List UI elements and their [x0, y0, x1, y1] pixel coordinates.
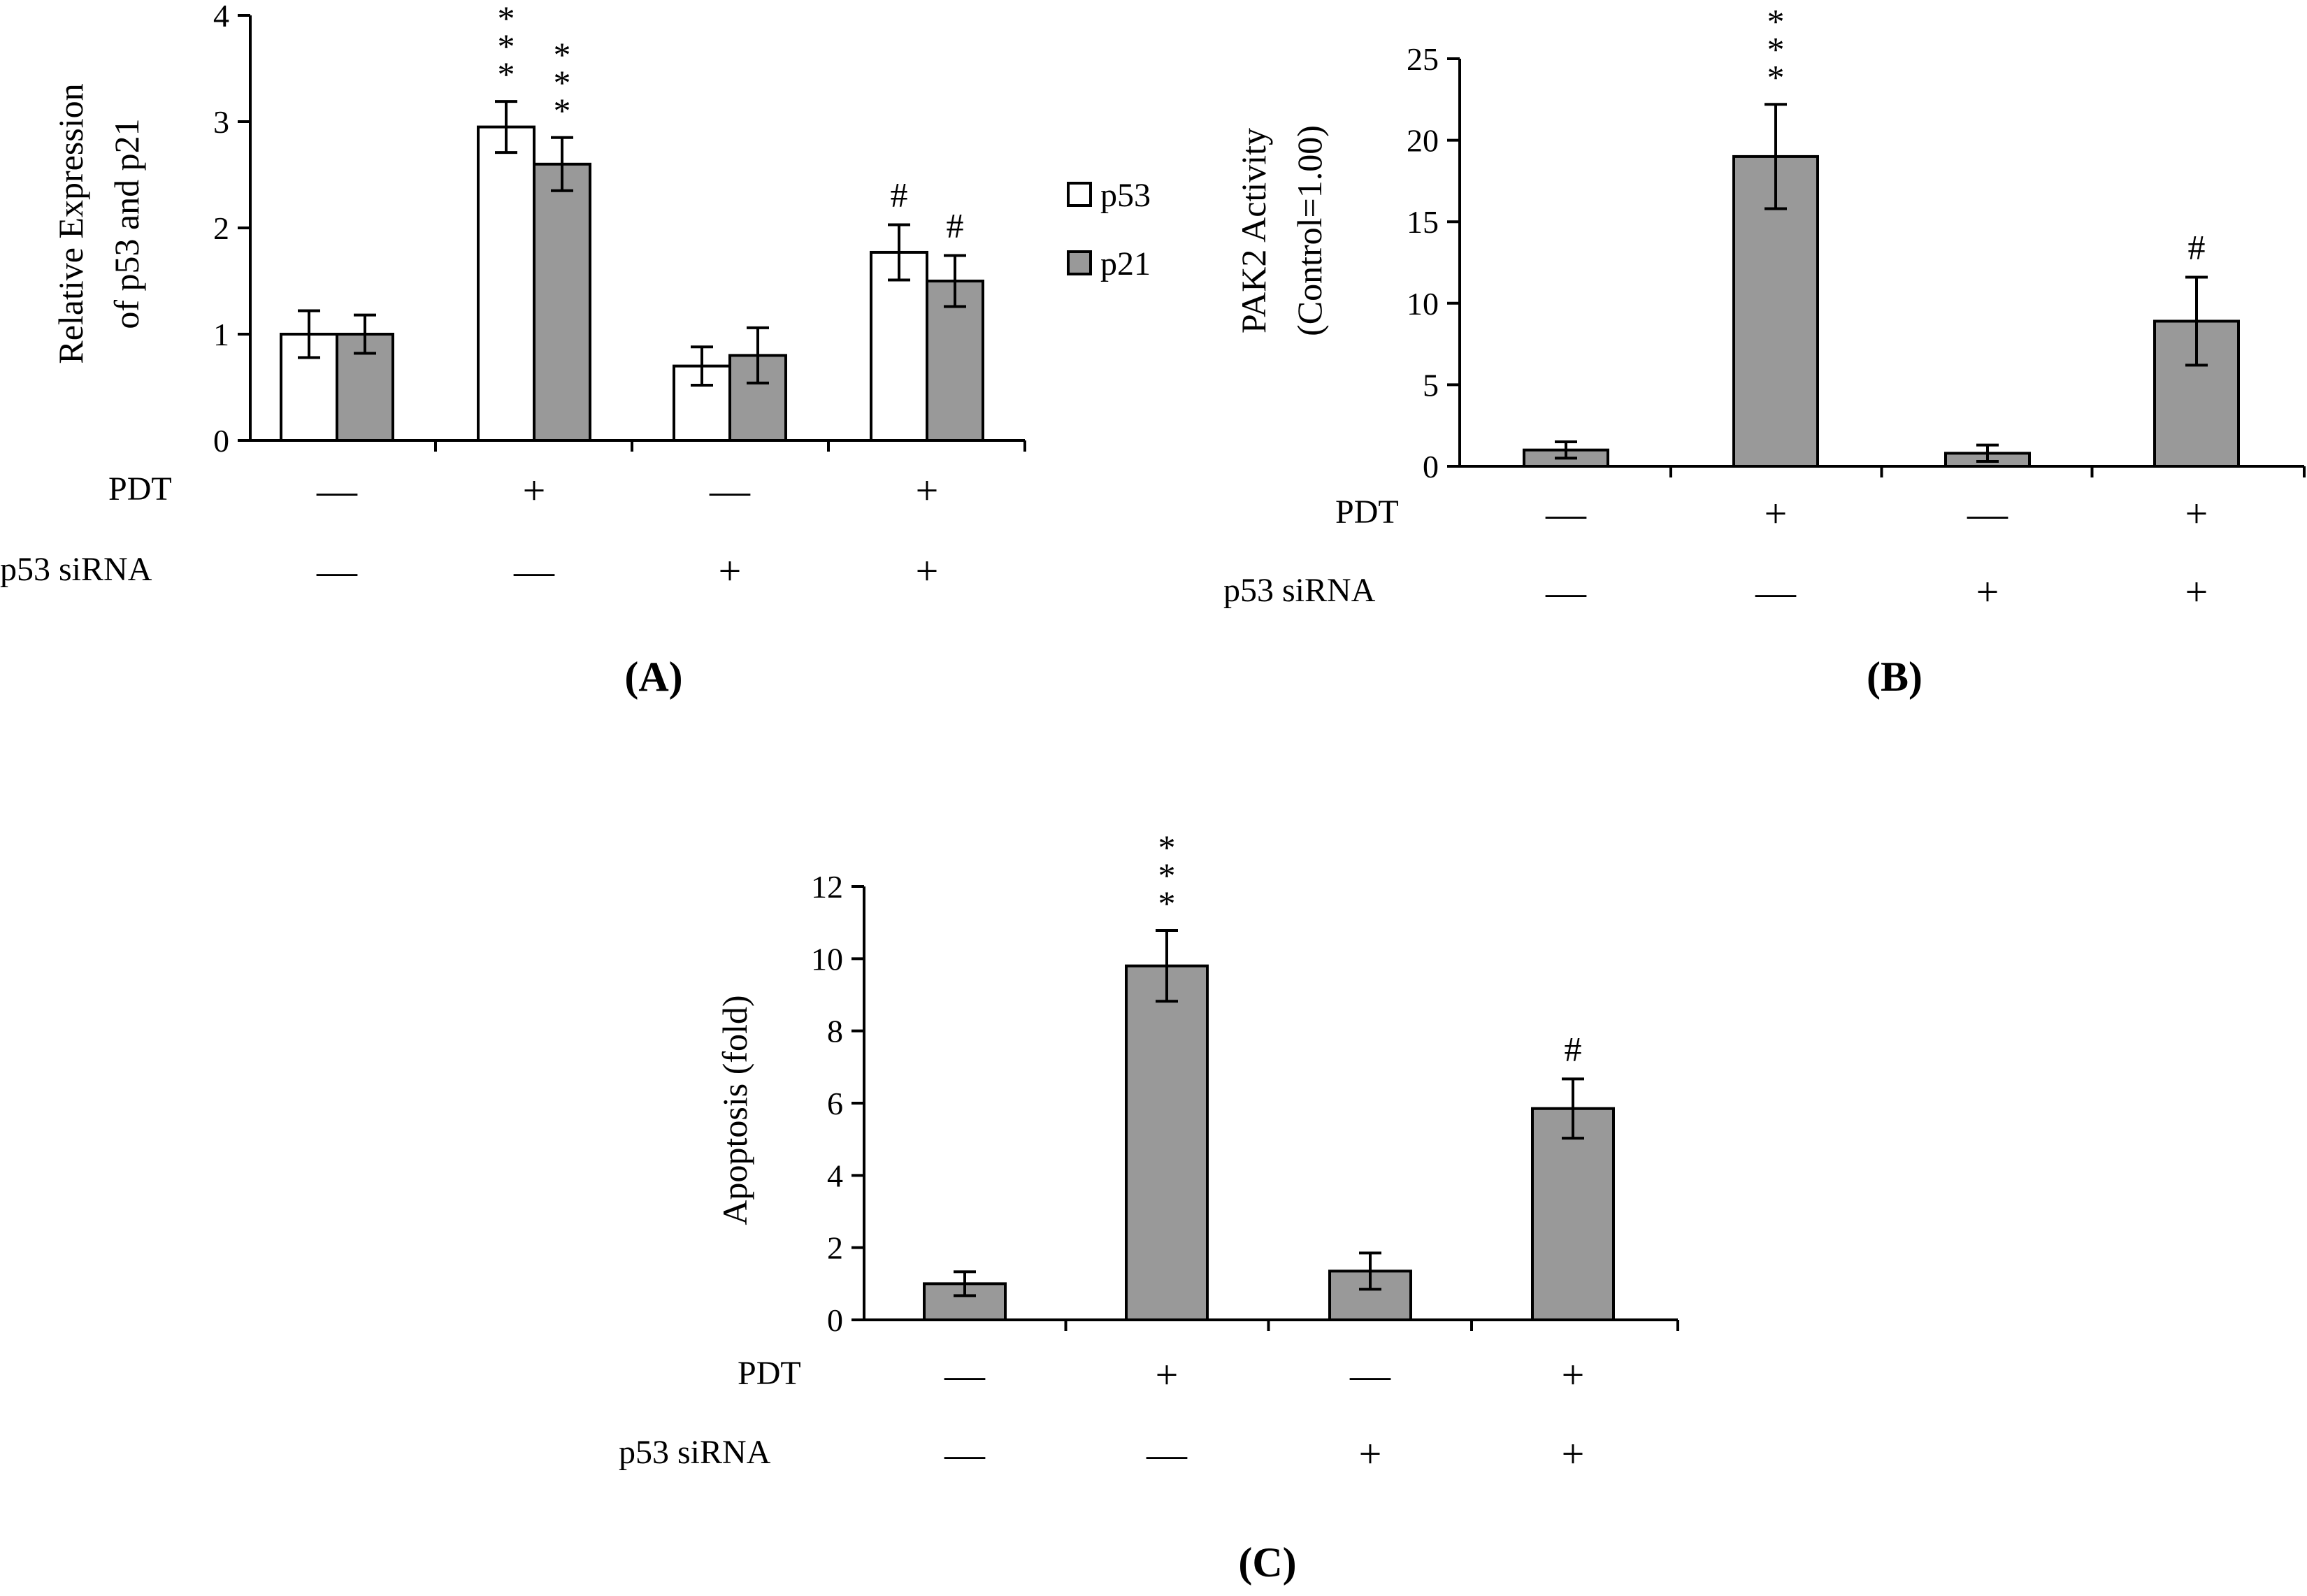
- b-row-label-sirna: p53 siRNA: [1223, 572, 1376, 609]
- a-y-tick-label: 2: [213, 210, 229, 246]
- b-y-tick-label: 20: [1407, 123, 1439, 159]
- b-significance-star: *: [1767, 57, 1785, 96]
- b-y-axis-title-line2: (Control=1.00): [1290, 125, 1329, 336]
- legend-label-p53: p53: [1100, 177, 1151, 214]
- a-row-label-sirna: p53 siRNA: [0, 551, 152, 588]
- c-bar-apoptosis-2: [1125, 964, 1209, 1321]
- a-sirna-plus-sign: +: [916, 548, 939, 594]
- c-pdt-plus-sign: +: [1562, 1352, 1585, 1397]
- a-y-tick-label: 4: [213, 0, 229, 34]
- a-significance-star: *: [554, 63, 571, 102]
- a-bar-p53-4: [870, 250, 928, 442]
- a-sirna-plus-sign: +: [719, 548, 742, 594]
- b-y-tick-label: 25: [1407, 41, 1439, 77]
- a-sirna-minus-sign: —: [513, 548, 555, 594]
- a-bar-p21-2: [533, 162, 591, 443]
- c-pdt-plus-sign: +: [1156, 1352, 1179, 1397]
- c-row-label-pdt: PDT: [738, 1355, 801, 1392]
- a-significance-hash: #: [891, 175, 908, 214]
- c-y-tick-label: 4: [827, 1158, 843, 1193]
- legend-label-p21: p21: [1100, 245, 1151, 282]
- a-y-tick-label: 1: [213, 317, 229, 352]
- b-panel-label: (B): [1867, 654, 1922, 700]
- a-row-label-pdt: PDT: [108, 470, 172, 508]
- a-significance-star: *: [498, 55, 515, 94]
- c-sirna-plus-sign: +: [1562, 1431, 1585, 1476]
- legend-swatch-p53: [1067, 182, 1092, 207]
- c-y-tick-label: 10: [811, 941, 843, 977]
- a-y-tick-label: 0: [213, 423, 229, 459]
- b-pdt-plus-sign: +: [2185, 491, 2208, 536]
- b-y-tick-label: 10: [1407, 286, 1439, 322]
- a-pdt-plus-sign: +: [523, 468, 546, 513]
- c-bar-apoptosis-4: [1531, 1107, 1615, 1321]
- c-y-tick-label: 6: [827, 1086, 843, 1121]
- panel-a-legend: p53 p21: [1067, 177, 1151, 282]
- a-pdt-minus-sign: —: [316, 468, 358, 513]
- b-sirna-plus-sign: +: [2185, 569, 2208, 614]
- b-y-axis-title: PAK2 Activity: [1234, 128, 1273, 333]
- legend-swatch-p21: [1067, 250, 1092, 275]
- b-sirna-minus-sign: —: [1755, 569, 1797, 614]
- a-significance-star: *: [498, 0, 515, 38]
- c-significance-star: *: [1158, 828, 1176, 867]
- a-significance-star: *: [554, 91, 571, 130]
- c-y-tick-label: 2: [827, 1230, 843, 1266]
- c-pdt-minus-sign: —: [944, 1352, 986, 1397]
- a-significance-star: *: [498, 27, 515, 66]
- c-y-tick-label: 8: [827, 1014, 843, 1049]
- a-significance-star: *: [554, 35, 571, 74]
- a-panel-label: (A): [624, 654, 682, 700]
- a-significance-hash: #: [947, 206, 964, 245]
- a-y-axis-title: Relative Expression: [51, 83, 90, 364]
- a-pdt-minus-sign: —: [709, 468, 751, 513]
- b-y-tick-label: 5: [1423, 367, 1439, 403]
- b-pdt-minus-sign: —: [1967, 491, 2008, 536]
- a-y-tick-label: 3: [213, 104, 229, 140]
- b-sirna-minus-sign: —: [1545, 569, 1587, 614]
- b-row-label-pdt: PDT: [1335, 494, 1399, 531]
- c-y-tick-label: 0: [827, 1302, 843, 1338]
- a-bar-p53-2: [477, 125, 536, 442]
- c-significance-star: *: [1158, 884, 1176, 923]
- c-panel-label: (C): [1238, 1539, 1296, 1586]
- b-sirna-plus-sign: +: [1976, 569, 1999, 614]
- b-y-tick-label: 15: [1407, 204, 1439, 240]
- b-pdt-minus-sign: —: [1545, 491, 1587, 536]
- c-pdt-minus-sign: —: [1349, 1352, 1391, 1397]
- c-significance-star: *: [1158, 856, 1176, 895]
- c-sirna-plus-sign: +: [1359, 1431, 1382, 1476]
- c-significance-hash: #: [1565, 1029, 1582, 1068]
- b-significance-star: *: [1767, 1, 1785, 41]
- c-sirna-minus-sign: —: [1146, 1431, 1188, 1476]
- c-sirna-minus-sign: —: [944, 1431, 986, 1476]
- b-pdt-plus-sign: +: [1765, 491, 1788, 536]
- b-significance-hash: #: [2188, 227, 2206, 266]
- a-pdt-plus-sign: +: [916, 468, 939, 513]
- c-row-label-sirna: p53 siRNA: [619, 1434, 771, 1471]
- c-y-tick-label: 12: [811, 869, 843, 905]
- a-sirna-minus-sign: —: [316, 548, 358, 594]
- c-y-axis-title: Apoptosis (fold): [715, 995, 754, 1225]
- b-y-tick-label: 0: [1423, 449, 1439, 484]
- b-significance-star: *: [1767, 29, 1785, 69]
- a-y-axis-title-line2: of p53 and p21: [107, 118, 146, 329]
